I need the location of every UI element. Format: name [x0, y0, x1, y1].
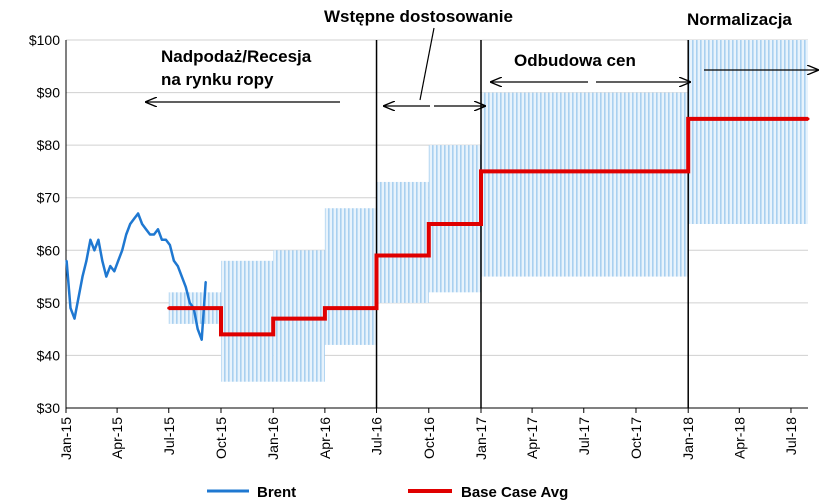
y-tick-label: $90: [37, 85, 61, 101]
legend-item-brent: Brent: [207, 484, 296, 501]
brent-point: [156, 228, 159, 231]
brent-point: [93, 249, 96, 252]
brent-point: [160, 238, 163, 241]
brent-point: [89, 238, 92, 241]
phase2-pointer: [419, 27, 435, 101]
x-tick-label: Oct-16: [421, 417, 437, 459]
brent-point: [65, 259, 68, 262]
range-band-segment: [428, 145, 481, 293]
legend-label-brent: Brent: [257, 484, 296, 501]
x-tick-label: Apr-17: [524, 417, 540, 459]
base-case-point: [271, 317, 275, 321]
x-axis-ticks: Jan-15 Apr-15 Jul-15 Oct-15 Jan-16 Apr-16 Jul-…: [58, 408, 799, 460]
x-tick-label: Jul-17: [576, 417, 592, 455]
brent-point: [172, 259, 175, 262]
x-tick-label: Apr-16: [317, 417, 333, 459]
brent-point: [152, 233, 155, 236]
x-tick-label: Jan-15: [58, 417, 74, 460]
x-tick-label: Jul-16: [369, 417, 385, 455]
x-tick-label: Apr-15: [109, 417, 125, 459]
brent-point: [73, 317, 76, 320]
forecast-range-band: [168, 40, 808, 382]
range-band-segment: [688, 40, 808, 224]
x-tick-label: Apr-18: [731, 417, 747, 459]
y-tick-label: $60: [37, 242, 61, 258]
y-tick-label: $40: [37, 347, 61, 363]
y-tick-label: $70: [37, 190, 61, 206]
range-band-segment: [220, 260, 274, 382]
brent-point: [188, 301, 191, 304]
brent-point: [69, 307, 72, 310]
brent-point: [117, 259, 120, 262]
base-case-point: [479, 169, 483, 173]
base-case-point: [323, 306, 327, 310]
brent-line: [65, 212, 207, 341]
y-tick-label: $50: [37, 295, 61, 311]
base-case-point: [686, 117, 690, 121]
phase3-label: Odbudowa cen: [514, 51, 636, 70]
brent-point: [184, 286, 187, 289]
brent-point: [168, 244, 171, 247]
y-axis-ticks: $30 $40 $50 $60 $70 $80 $90 $100: [29, 32, 60, 416]
x-tick-label: Oct-17: [628, 417, 644, 459]
brent-point: [149, 233, 152, 236]
brent-point: [176, 265, 179, 268]
x-tick-label: Jul-18: [783, 417, 799, 455]
base-case-point: [806, 117, 810, 121]
brent-point: [164, 238, 167, 241]
brent-point: [113, 270, 116, 273]
brent-point: [133, 217, 136, 220]
brent-point: [125, 233, 128, 236]
brent-point: [200, 338, 203, 341]
x-tick-label: Jan-18: [680, 417, 696, 460]
y-tick-label: $80: [37, 137, 61, 153]
legend: Brent Base Case Avg: [207, 484, 568, 501]
brent-point: [109, 265, 112, 268]
brent-point: [137, 212, 140, 215]
brent-point: [145, 228, 148, 231]
brent-point: [204, 280, 207, 283]
brent-point: [121, 249, 124, 252]
range-band-segment: [376, 181, 429, 303]
x-tick-label: Oct-15: [213, 417, 229, 459]
phase4-label: Normalizacja: [687, 10, 792, 29]
series-lines: [65, 116, 810, 341]
x-tick-label: Jul-15: [161, 417, 177, 455]
base-case-point: [375, 254, 379, 258]
brent-point: [81, 275, 84, 278]
brent-point: [105, 275, 108, 278]
range-band-segment: [480, 92, 689, 277]
base-case-step-line: [168, 116, 808, 337]
base-case-point: [167, 306, 171, 310]
axes: [65, 40, 808, 409]
phase1-label-line1: Nadpodaż/Recesja: [161, 47, 312, 66]
y-tick-label: $100: [29, 32, 60, 48]
brent-point: [101, 259, 104, 262]
phase2-label: Wstępne dostosowanie: [324, 7, 513, 26]
legend-item-base-case: Base Case Avg: [408, 484, 568, 501]
brent-point: [129, 223, 132, 225]
phase1-label-line2: na rynku ropy: [161, 70, 274, 89]
brent-point: [85, 259, 88, 262]
y-tick-label: $30: [37, 400, 61, 416]
legend-label-base-case: Base Case Avg: [461, 484, 568, 501]
brent-point: [196, 328, 199, 331]
phase-annotations: Nadpodaż/Recesja na rynku ropy Wstępne d…: [146, 7, 818, 106]
brent-point: [180, 275, 183, 278]
brent-point: [97, 238, 100, 241]
brent-point: [77, 296, 80, 299]
x-tick-label: Jan-16: [265, 417, 281, 460]
brent-point: [141, 223, 144, 225]
range-band-segment: [273, 250, 325, 382]
base-case-point: [427, 222, 431, 226]
base-case-point: [219, 332, 223, 336]
range-band-segment: [324, 208, 377, 345]
x-tick-label: Jan-17: [473, 417, 489, 460]
